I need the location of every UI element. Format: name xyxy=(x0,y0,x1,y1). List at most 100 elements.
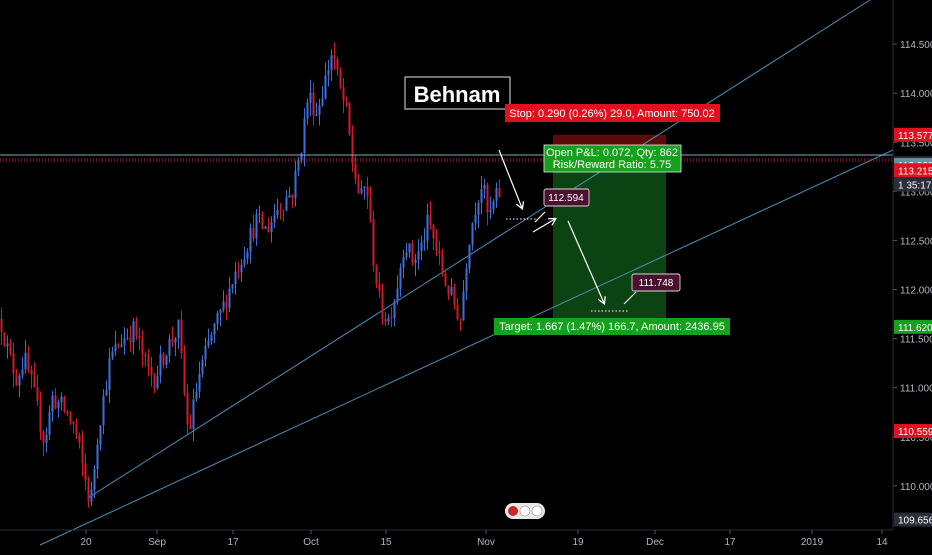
candle xyxy=(405,243,408,261)
candle xyxy=(381,283,384,325)
candle xyxy=(36,374,39,406)
target-label[interactable]: Target: 1.667 (1.47%) 166.7, Amount: 243… xyxy=(494,318,730,335)
price-tag-label: 111.620 xyxy=(898,323,932,334)
x-tick-label: 2019 xyxy=(801,537,824,548)
x-tick-label: 17 xyxy=(724,537,736,548)
trendline-2 xyxy=(87,0,871,499)
candle xyxy=(420,235,423,261)
candle xyxy=(90,481,93,506)
x-axis[interactable]: 20 Sep 17 Oct 15 Nov 19 Dec 17 2019 14 xyxy=(0,529,893,548)
annotation-112594[interactable]: 112.594 xyxy=(543,188,590,207)
price-tag-bg xyxy=(894,177,932,192)
candle xyxy=(330,49,333,81)
candle xyxy=(24,339,27,374)
candle xyxy=(477,199,480,229)
candle-body xyxy=(351,133,354,164)
price-tag: 109.656 xyxy=(894,512,932,527)
candle-body xyxy=(405,252,408,258)
candle-body xyxy=(0,318,3,332)
candle-body xyxy=(42,432,45,443)
event-icon xyxy=(531,505,543,517)
candle xyxy=(432,224,435,251)
watermark-box[interactable]: Behnam xyxy=(404,76,511,110)
candle xyxy=(285,189,288,212)
candle xyxy=(261,211,264,230)
candle xyxy=(324,62,327,100)
candle xyxy=(441,248,444,277)
candle-body xyxy=(225,301,228,309)
candle-body xyxy=(117,344,120,347)
candle xyxy=(402,249,405,279)
candle-body xyxy=(297,160,300,171)
candle-body xyxy=(438,251,441,254)
candle xyxy=(114,330,117,356)
candle xyxy=(267,217,270,233)
candle-body xyxy=(54,395,57,409)
candle-body xyxy=(219,309,222,313)
candle xyxy=(336,57,339,77)
candle xyxy=(288,187,291,198)
candle-body xyxy=(408,243,411,253)
candle-body xyxy=(132,321,135,343)
candle xyxy=(21,356,24,379)
candle xyxy=(192,388,195,442)
candle-body xyxy=(33,375,36,387)
y-tick-label: 111.000 xyxy=(900,384,932,395)
annotation-connector xyxy=(623,291,637,305)
candle xyxy=(363,185,366,200)
stop-label[interactable]: Stop: 0.290 (0.26%) 29.0, Amount: 750.02 xyxy=(505,104,720,122)
pnl-label[interactable]: Open P&L: 0.072, Qty: 862 Risk/Reward Ra… xyxy=(543,144,682,173)
candle xyxy=(180,310,183,359)
candle-body xyxy=(9,343,12,354)
y-tick-label: 111.500 xyxy=(900,335,932,346)
candle xyxy=(444,268,447,287)
candle-body xyxy=(93,469,96,490)
candle xyxy=(378,272,381,298)
y-axis[interactable]: 114.500 114.000 113.500 113.000 112.500 112.0… xyxy=(892,0,932,530)
candle xyxy=(129,325,132,352)
candle-body xyxy=(108,357,111,391)
candle xyxy=(309,79,312,117)
x-tick-label: Oct xyxy=(303,537,319,548)
candle-body xyxy=(258,213,261,215)
candle-body xyxy=(90,489,93,502)
x-tick-label: Dec xyxy=(646,537,664,548)
candle-body xyxy=(315,114,318,116)
candle-body xyxy=(231,284,234,289)
candle xyxy=(300,152,303,164)
annotation-112594-text: 112.594 xyxy=(548,193,584,204)
risk-reward-text: Risk/Reward Ratio: 5.75 xyxy=(553,159,672,171)
y-tick-label: 110.000 xyxy=(900,482,932,493)
y-tick-label: 110.500 xyxy=(900,433,932,444)
candle xyxy=(165,354,168,369)
candle xyxy=(303,108,306,167)
candle xyxy=(33,362,36,388)
candle xyxy=(168,334,171,363)
candle-body xyxy=(348,102,351,134)
annotation-111748[interactable]: 111.748 xyxy=(631,273,681,292)
candle-body xyxy=(237,271,240,273)
candle-body xyxy=(375,265,378,285)
candle xyxy=(387,314,390,326)
candle-body xyxy=(267,226,270,233)
candle-body xyxy=(309,92,312,103)
price-tag: 110.559 xyxy=(894,423,932,438)
events-badge[interactable] xyxy=(505,503,545,519)
candle xyxy=(27,345,30,373)
candle-body xyxy=(99,425,102,445)
candle-body xyxy=(159,353,162,376)
candle xyxy=(333,42,336,70)
candle-body xyxy=(492,201,495,210)
candle xyxy=(108,347,111,403)
candle xyxy=(489,196,492,220)
candle-body xyxy=(432,225,435,239)
candle xyxy=(138,327,141,351)
x-tick-label: 20 xyxy=(80,537,92,548)
candle-body xyxy=(189,424,192,429)
candle-body xyxy=(228,288,231,309)
candle-body xyxy=(300,153,303,161)
candle xyxy=(306,98,309,125)
